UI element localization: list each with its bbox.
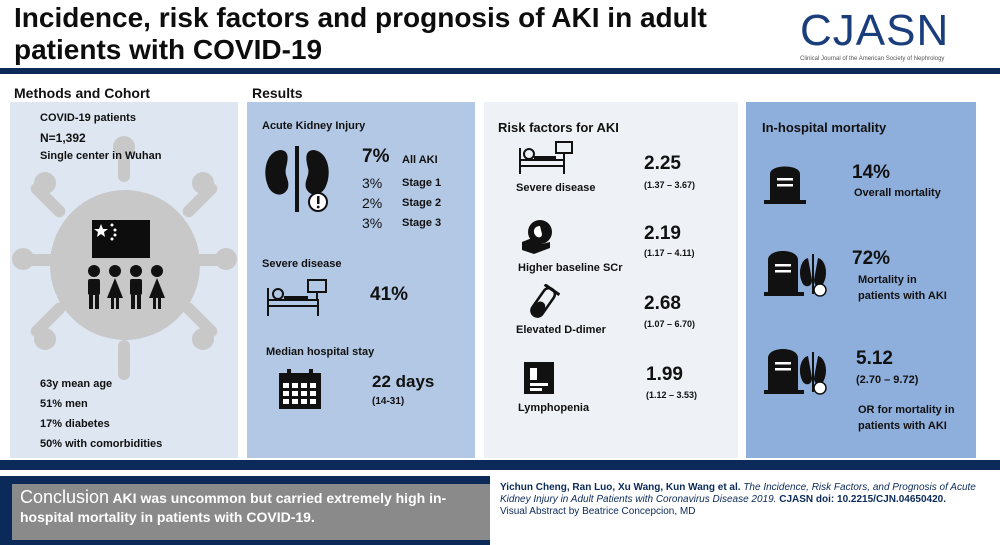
aki-all-label: All AKI bbox=[402, 154, 438, 166]
hospital-bed-icon bbox=[264, 278, 336, 323]
stat-age: 63y mean age bbox=[40, 378, 113, 390]
stay-title: Median hospital stay bbox=[266, 346, 375, 358]
footer-divider bbox=[0, 460, 1000, 470]
overall-mortality-label: Overall mortality bbox=[854, 187, 941, 199]
or-ci: (2.70 – 9.72) bbox=[856, 374, 919, 386]
or-label-2: patients with AKI bbox=[858, 420, 947, 432]
stat-diabetes: 17% diabetes bbox=[40, 418, 110, 430]
aki-all-value: 7% bbox=[362, 146, 390, 167]
aki-mortality-value: 72% bbox=[852, 248, 891, 269]
aki-mortality-label-2: patients with AKI bbox=[858, 290, 947, 302]
citation-doi: CJASN doi: 10.2215/CJN.04650420. bbox=[779, 494, 946, 505]
stage1-label: Stage 1 bbox=[402, 177, 442, 189]
citation-title: The Incidence, Risk Factors, and Prognos… bbox=[500, 482, 976, 505]
stay-value: 22 days bbox=[372, 372, 435, 391]
overall-mortality-value: 14% bbox=[852, 162, 891, 183]
citation-authors: Yichun Cheng, Ran Luo, Xu Wang, Kun Wang… bbox=[500, 482, 741, 493]
kidney-hand-icon bbox=[520, 218, 556, 261]
risk-ci-4: (1.12 – 3.53) bbox=[646, 390, 698, 400]
stat-comorbidities: 50% with comorbidities bbox=[40, 438, 163, 450]
or-label-1: OR for mortality in bbox=[858, 404, 955, 416]
risk-panel bbox=[484, 102, 738, 458]
kidney-icon bbox=[262, 142, 332, 219]
conclusion-box: Conclusion AKI was uncommon but carried … bbox=[12, 484, 490, 540]
cohort-site: Single center in Wuhan bbox=[40, 150, 162, 162]
page-title: Incidence, risk factors and prognosis of… bbox=[14, 2, 707, 65]
risk-value-4: 1.99 bbox=[646, 364, 683, 385]
header-divider bbox=[0, 68, 1000, 74]
risk-label-4: Lymphopenia bbox=[518, 402, 590, 414]
journal-logo: CJASN bbox=[800, 6, 950, 55]
patients-icon bbox=[86, 264, 166, 315]
aki-mortality-label-1: Mortality in bbox=[858, 274, 917, 286]
tombstone-kidney-icon-2 bbox=[764, 342, 828, 403]
aki-title: Acute Kidney Injury bbox=[262, 120, 366, 132]
test-tube-icon bbox=[524, 283, 561, 329]
tombstone-icon bbox=[764, 160, 806, 209]
risk-label-2: Higher baseline SCr bbox=[518, 262, 623, 274]
severe-title: Severe disease bbox=[262, 258, 342, 270]
cohort-size: N=1,392 bbox=[40, 131, 86, 145]
china-flag-icon bbox=[92, 220, 150, 258]
stage2-value: 2% bbox=[362, 195, 383, 211]
calendar-icon bbox=[278, 368, 322, 415]
conclusion-word: Conclusion bbox=[20, 487, 110, 507]
risk-ci-2: (1.17 – 4.11) bbox=[644, 248, 695, 258]
conclusion-text: AKI was uncommon but carried extremely h… bbox=[20, 490, 447, 525]
risk-ci-1: (1.37 – 3.67) bbox=[644, 180, 696, 190]
stage3-value: 3% bbox=[362, 215, 383, 231]
stat-men: 51% men bbox=[40, 398, 88, 410]
results-heading: Results bbox=[252, 85, 303, 101]
methods-heading: Methods and Cohort bbox=[14, 85, 151, 101]
lab-report-icon bbox=[522, 360, 556, 401]
or-value: 5.12 bbox=[856, 348, 893, 369]
stage2-label: Stage 2 bbox=[402, 197, 442, 209]
stage1-value: 3% bbox=[362, 175, 383, 191]
stage3-label: Stage 3 bbox=[402, 217, 442, 229]
virus-graphic bbox=[12, 136, 237, 380]
stay-range: (14-31) bbox=[372, 396, 405, 407]
risk-label-3: Elevated D-dimer bbox=[516, 324, 606, 336]
mortality-heading: In-hospital mortality bbox=[762, 120, 887, 135]
citation: Yichun Cheng, Ran Luo, Xu Wang, Kun Wang… bbox=[500, 482, 995, 518]
risk-label-1: Severe disease bbox=[516, 182, 596, 194]
journal-logo-subtitle: Clinical Journal of the American Society… bbox=[800, 56, 945, 62]
risk-ci-3: (1.07 – 6.70) bbox=[644, 319, 696, 329]
citation-credit: Visual Abstract by Beatrice Concepcion, … bbox=[500, 506, 696, 517]
risk-value-1: 2.25 bbox=[644, 153, 681, 174]
risk-value-3: 2.68 bbox=[644, 293, 681, 314]
tombstone-kidney-icon bbox=[764, 244, 828, 305]
severe-value: 41% bbox=[370, 284, 409, 305]
risk-heading: Risk factors for AKI bbox=[498, 120, 619, 135]
cohort-label: COVID-19 patients bbox=[40, 112, 136, 124]
risk-value-2: 2.19 bbox=[644, 223, 681, 244]
hospital-bed-icon-risk bbox=[516, 140, 580, 181]
